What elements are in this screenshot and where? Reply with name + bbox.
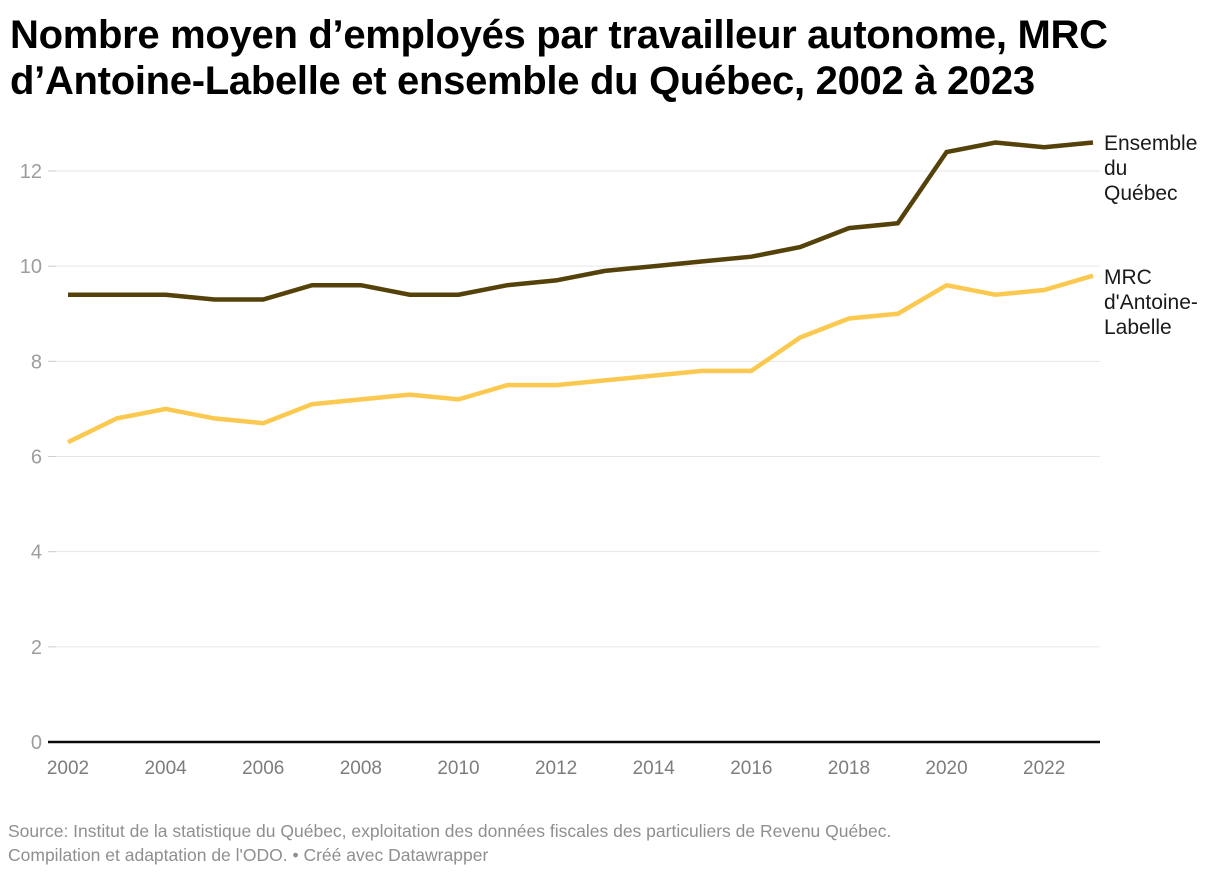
legend-label-ensemble-du-quebec: Ensemble du Québec xyxy=(1104,131,1220,206)
x-tick-label: 2018 xyxy=(828,758,870,779)
source-note: Source: Institut de la statistique du Qu… xyxy=(8,819,1208,867)
legend-label-line: d'Antoine- xyxy=(1104,291,1198,314)
legend-label-line: Labelle xyxy=(1104,316,1172,339)
y-tick-label: 4 xyxy=(31,542,42,564)
x-tick-label: 2022 xyxy=(1023,758,1065,779)
source-note-line-2: Compilation et adaptation de l'ODO. • Cr… xyxy=(8,845,489,865)
y-tick-label: 2 xyxy=(31,637,42,659)
x-tick-label: 2020 xyxy=(925,758,967,779)
y-tick-label: 12 xyxy=(20,161,42,183)
source-note-line-1: Source: Institut de la statistique du Qu… xyxy=(8,821,892,841)
x-tick-label: 2002 xyxy=(47,758,89,779)
y-tick-label: 6 xyxy=(31,447,42,469)
x-tick-label: 2016 xyxy=(730,758,772,779)
x-tick-label: 2014 xyxy=(633,758,676,779)
chart-title: Nombre moyen d’employés par travailleur … xyxy=(10,12,1214,104)
x-tick-label: 2008 xyxy=(340,758,382,779)
legend-label-line: Québec xyxy=(1104,182,1178,205)
chart-title-line-2: d’Antoine-Labelle et ensemble du Québec,… xyxy=(10,59,1035,103)
series-line-mrc-antoine-labelle xyxy=(67,273,1094,445)
legend-label-line: du xyxy=(1104,157,1128,180)
x-tick-label: 2012 xyxy=(535,758,577,779)
y-tick-label: 10 xyxy=(20,256,42,278)
legend-label-line: MRC xyxy=(1104,266,1152,289)
y-tick-label: 0 xyxy=(31,732,42,754)
x-tick-label: 2004 xyxy=(144,758,187,779)
x-tick-label: 2010 xyxy=(437,758,479,779)
chart-title-line-1: Nombre moyen d’employés par travailleur … xyxy=(10,13,1108,57)
legend-label-mrc-antoine-labelle: MRC d'Antoine- Labelle xyxy=(1104,265,1220,340)
series-line-ensemble-du-quebec xyxy=(68,140,1094,302)
legend-label-line: Ensemble xyxy=(1104,132,1198,155)
y-tick-label: 8 xyxy=(31,351,42,373)
x-tick-label: 2006 xyxy=(242,758,284,779)
